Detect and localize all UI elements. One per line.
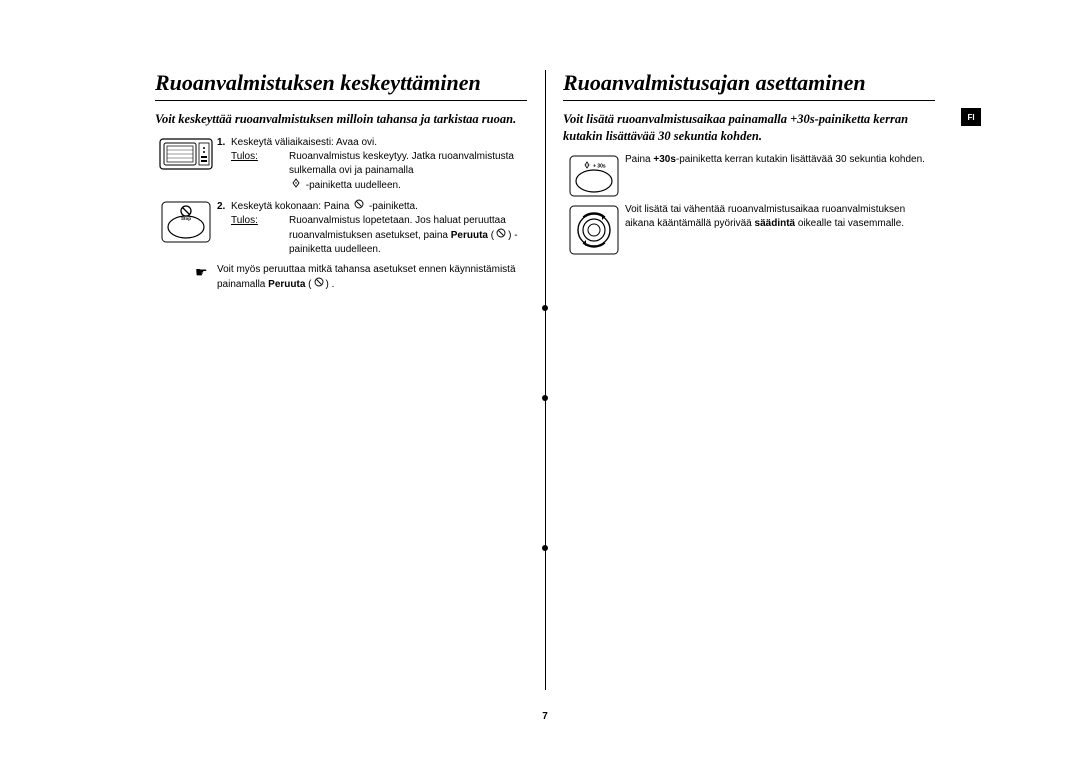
stop-inline-icon	[496, 228, 506, 243]
left-step-1: 1.Keskeytä väliaikaisesti: Avaa ovi. Tul…	[155, 136, 527, 193]
step-number: 1.	[217, 136, 231, 150]
right-intro: Voit lisätä ruoanvalmistusaikaa painamal…	[563, 111, 935, 145]
result-label: Tulos:	[231, 150, 289, 193]
dial-icon	[563, 203, 625, 255]
right-step-1: + 30s Paina +30s-painiketta kerran kutak…	[563, 153, 935, 197]
pointer-icon: ☛	[195, 265, 209, 279]
plus-30s-button-icon: + 30s	[563, 153, 625, 197]
svg-text:Stop: Stop	[181, 216, 191, 221]
step1-text: Keskeytä väliaikaisesti: Avaa ovi.	[231, 137, 377, 148]
left-title: Ruoanvalmistuksen keskeyttäminen	[155, 70, 527, 101]
column-divider	[545, 70, 546, 690]
note-bold: Peruuta	[268, 279, 305, 290]
right-step-2: Voit lisätä tai vähentää ruoanvalmistusa…	[563, 203, 935, 255]
step2-result-bold: Peruuta	[451, 230, 488, 241]
right-title: Ruoanvalmistusajan asettaminen	[563, 70, 935, 101]
note-b: (	[305, 279, 311, 290]
r-step1-a: Paina	[625, 154, 653, 165]
step1-result-cont: -painiketta uudelleen.	[306, 180, 401, 191]
start-inline-icon	[291, 178, 301, 193]
note-c: ) .	[326, 279, 335, 290]
svg-text:+ 30s: + 30s	[593, 163, 606, 169]
r-step2-b: oikealle tai vasemmalle.	[795, 218, 904, 229]
language-tab: FI	[961, 108, 981, 126]
left-intro: Voit keskeyttää ruoanvalmistuksen milloi…	[155, 111, 527, 128]
left-note: ☛ Voit myös peruuttaa mitkä tahansa aset…	[155, 263, 527, 292]
r-step1-b: -painiketta kerran kutakin lisättävää 30…	[676, 154, 925, 165]
r-step1-bold: +30s	[653, 154, 676, 165]
stop-inline-icon	[314, 277, 324, 292]
step2-text-a: Keskeytä kokonaan: Paina	[231, 201, 352, 212]
left-step-2: Stop 2.Keskeytä kokonaan: Paina -painike…	[155, 199, 527, 257]
paren-open: (	[491, 230, 494, 241]
page-number: 7	[542, 711, 548, 722]
r-step2-bold: säädintä	[755, 218, 796, 229]
result-label: Tulos:	[231, 214, 289, 257]
stop-button-icon: Stop	[155, 199, 217, 257]
step2-text-b: -painiketta.	[366, 201, 418, 212]
step-number: 2.	[217, 200, 231, 214]
step1-result: Ruoanvalmistus keskeytyy. Jatka ruoanval…	[289, 151, 514, 176]
stop-inline-icon	[354, 199, 364, 214]
note-a: Voit myös peruuttaa mitkä tahansa asetuk…	[217, 264, 516, 290]
manual-page: Ruoanvalmistuksen keskeyttäminen Voit ke…	[155, 70, 935, 710]
microwave-icon	[155, 136, 217, 193]
right-column: Ruoanvalmistusajan asettaminen Voit lisä…	[545, 70, 935, 710]
left-column: Ruoanvalmistuksen keskeyttäminen Voit ke…	[155, 70, 545, 710]
